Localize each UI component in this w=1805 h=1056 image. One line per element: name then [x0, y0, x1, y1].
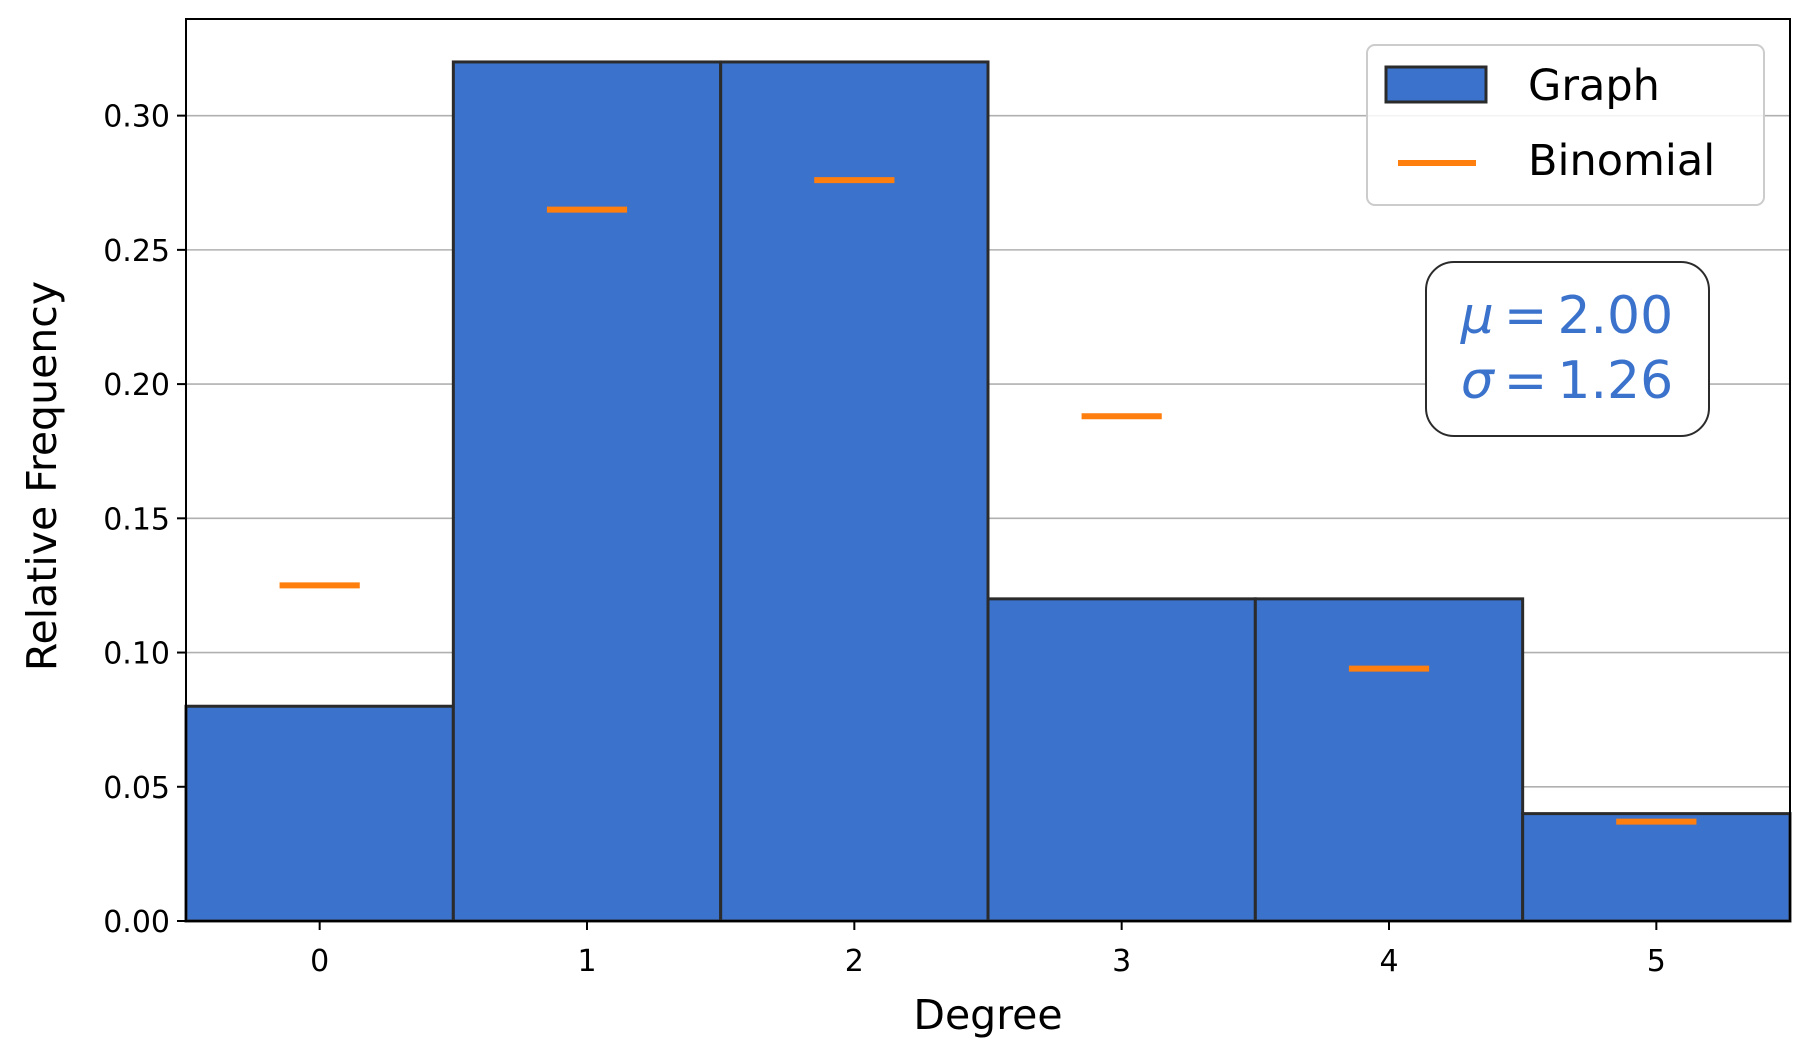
sigma-equals: = [1504, 351, 1548, 411]
y-axis-title: Relative Frequency [18, 281, 66, 671]
x-tick-label: 5 [1647, 944, 1666, 979]
x-tick-label: 4 [1379, 944, 1398, 979]
binomial-markers [279, 177, 1697, 825]
x-axis-title: Degree [913, 991, 1062, 1039]
y-axis: 0.00 0.05 0.10 0.15 0.20 0.25 0.30 [103, 100, 186, 940]
mu-equals: = [1504, 286, 1548, 346]
bar-degree-1 [451, 60, 723, 923]
legend-binomial-label: Binomial [1528, 136, 1715, 186]
x-tick-label: 1 [577, 944, 596, 979]
bar-degree-3 [986, 597, 1257, 923]
y-tick-label: 0.15 [103, 502, 170, 537]
x-tick-label: 0 [310, 944, 329, 979]
bar-degree-5 [1521, 812, 1792, 923]
x-axis: 0 1 2 3 4 5 [310, 921, 1666, 979]
plot-frame [185, 18, 1791, 922]
x-tick-label: 3 [1112, 944, 1131, 979]
y-tick-label: 0.25 [103, 234, 170, 269]
y-tick-label: 0.20 [103, 368, 170, 403]
stats-box: μ = 2.00 σ = 1.26 [1425, 261, 1710, 437]
bar-degree-2 [719, 60, 990, 923]
stats-box-frame [1425, 261, 1710, 437]
legend-graph-label: Graph [1528, 61, 1660, 111]
mean-annotation: μ = 2.00 [1460, 286, 1673, 346]
bar-degree-0 [184, 704, 455, 923]
mu-value: 2.00 [1557, 286, 1673, 346]
y-tick-label: 0.05 [103, 771, 170, 806]
sigma-value: 1.26 [1557, 351, 1673, 411]
bar-degree-4 [1253, 597, 1525, 923]
y-tick-label: 0.10 [103, 637, 170, 672]
legend: Graph Binomial [1366, 44, 1765, 206]
legend-graph-swatch [1384, 65, 1488, 104]
x-tick-label: 2 [845, 944, 864, 979]
mu-symbol: μ [1460, 286, 1494, 346]
sigma-symbol: σ [1461, 351, 1496, 411]
std-annotation: σ = 1.26 [1461, 351, 1673, 411]
y-tick-label: 0.00 [103, 905, 170, 940]
y-tick-label: 0.30 [103, 100, 170, 135]
bars [184, 60, 1792, 923]
